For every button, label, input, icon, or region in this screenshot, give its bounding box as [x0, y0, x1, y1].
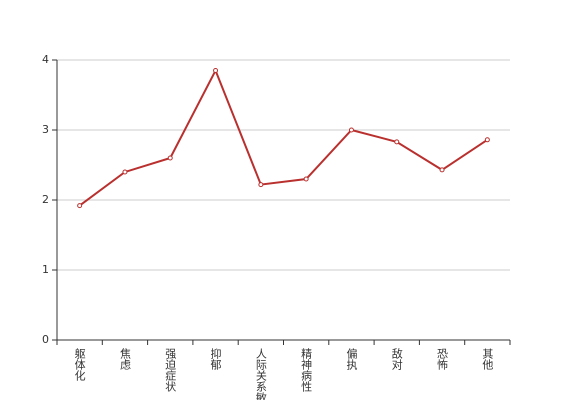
point	[77, 203, 83, 209]
y-tick-label: 3	[42, 123, 49, 136]
point	[348, 127, 354, 133]
point	[167, 155, 173, 161]
y-tick-label: 2	[42, 193, 49, 206]
x-tick-label: 人际关系敏感	[254, 348, 267, 400]
x-tick-label: 恐怖	[436, 348, 449, 370]
x-tick-label: 精神病性	[300, 348, 313, 393]
x-tick-label: 强迫症状	[164, 348, 177, 392]
x-tick-label: 偏执	[345, 347, 358, 371]
point	[484, 137, 490, 143]
point	[439, 167, 445, 173]
x-tick-label: 躯体化	[73, 348, 86, 382]
x-tick-label: 其他	[481, 348, 494, 370]
point	[394, 139, 400, 145]
line	[79, 68, 488, 207]
point	[303, 176, 309, 182]
x-tick-label: 敌对	[390, 347, 403, 370]
y-tick-label: 0	[42, 333, 49, 346]
x-tick-label: 抑郁	[209, 347, 222, 370]
x-tick-label: 焦虑	[118, 348, 131, 370]
y-tick-label: 4	[42, 53, 49, 66]
y-tick-label: 1	[42, 263, 49, 276]
point	[122, 169, 128, 175]
point	[258, 182, 264, 188]
point	[213, 68, 219, 73]
